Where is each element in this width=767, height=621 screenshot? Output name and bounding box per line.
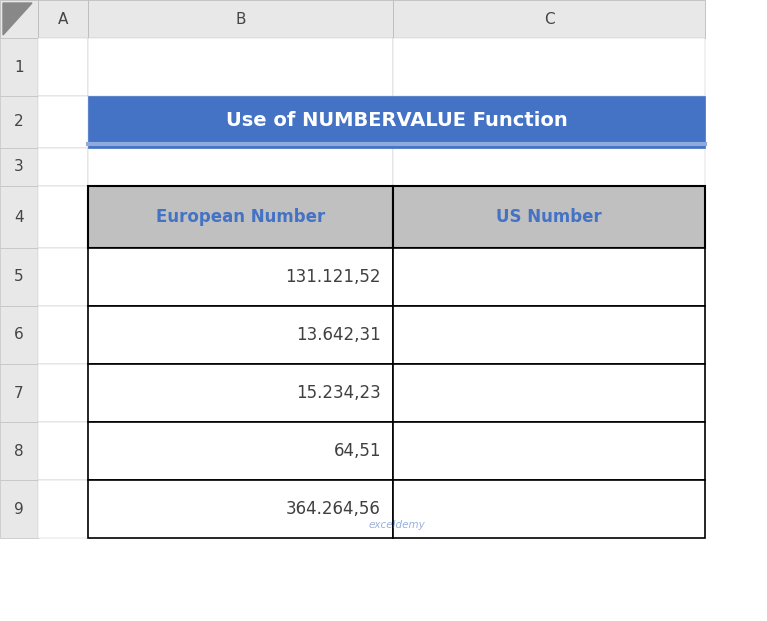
Bar — [0, 248, 38, 306]
Bar — [88, 38, 393, 96]
Bar — [0, 38, 38, 96]
Bar — [38, 422, 88, 480]
Text: European Number: European Number — [156, 208, 325, 226]
Text: 364.264,56: 364.264,56 — [286, 500, 381, 518]
Bar — [38, 38, 88, 96]
Text: 9: 9 — [14, 502, 24, 517]
Text: 15.234,23: 15.234,23 — [296, 384, 381, 402]
Bar — [88, 422, 393, 480]
Bar — [393, 480, 705, 538]
Bar — [38, 186, 88, 248]
Bar — [88, 364, 393, 422]
Bar — [88, 306, 393, 364]
Bar — [393, 248, 705, 306]
Bar — [393, 364, 705, 422]
Bar — [88, 148, 393, 186]
Text: 6: 6 — [14, 327, 24, 343]
Text: 7: 7 — [14, 386, 24, 401]
Bar — [393, 0, 705, 38]
Bar — [0, 306, 38, 364]
Text: US Number: US Number — [496, 208, 602, 226]
Bar — [88, 0, 393, 38]
Bar — [0, 148, 38, 186]
Bar — [88, 186, 393, 248]
Bar — [38, 480, 88, 538]
Bar — [0, 96, 38, 148]
Bar — [393, 186, 705, 248]
Text: 5: 5 — [14, 270, 24, 284]
Text: 13.642,31: 13.642,31 — [296, 326, 381, 344]
Bar — [88, 96, 705, 148]
Text: 131.121,52: 131.121,52 — [285, 268, 381, 286]
Text: C: C — [544, 12, 555, 27]
Polygon shape — [3, 3, 32, 35]
Bar — [38, 364, 88, 422]
Text: B: B — [235, 12, 245, 27]
Bar — [393, 148, 705, 186]
Bar — [88, 248, 393, 306]
Bar — [393, 422, 705, 480]
Text: 4: 4 — [14, 209, 24, 225]
Text: 2: 2 — [14, 114, 24, 130]
Bar — [393, 306, 705, 364]
Text: exceldemy: exceldemy — [368, 520, 425, 530]
Bar — [38, 96, 88, 148]
Bar — [0, 186, 38, 248]
Bar — [38, 306, 88, 364]
Bar — [38, 148, 88, 186]
Text: 3: 3 — [14, 160, 24, 175]
Bar — [0, 422, 38, 480]
Bar — [0, 480, 38, 538]
Text: A: A — [58, 12, 68, 27]
Bar — [0, 0, 38, 38]
Bar — [393, 38, 705, 96]
Bar — [0, 364, 38, 422]
Bar — [88, 480, 393, 538]
Text: Use of NUMBERVALUE Function: Use of NUMBERVALUE Function — [225, 111, 568, 130]
Text: 8: 8 — [14, 443, 24, 458]
Text: 1: 1 — [14, 60, 24, 75]
Text: 64,51: 64,51 — [334, 442, 381, 460]
Bar — [38, 0, 88, 38]
Bar — [38, 248, 88, 306]
